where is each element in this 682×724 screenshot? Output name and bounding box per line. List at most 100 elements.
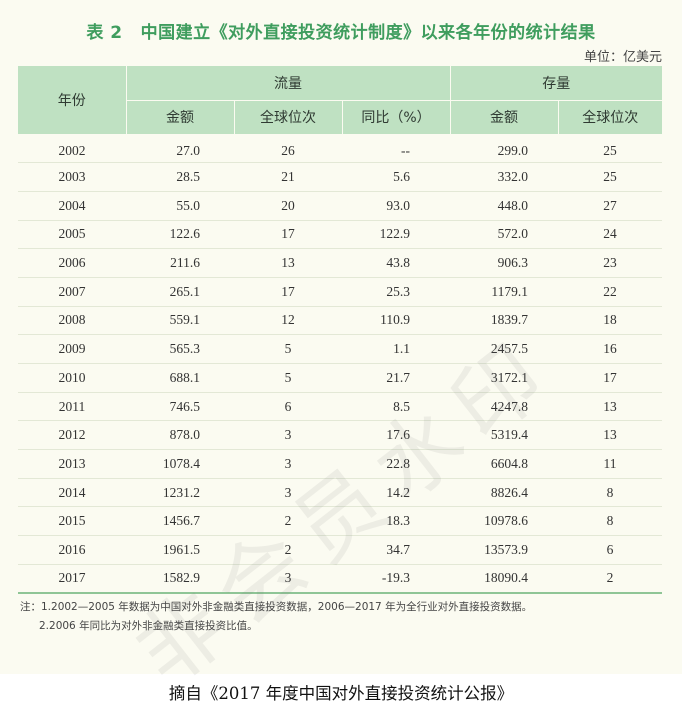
table-title-text: 中国建立《对外直接投资统计制度》以来各年份的统计结果 — [140, 23, 596, 43]
table-card: 表 2 中国建立《对外直接投资统计制度》以来各年份的统计结果 单位：亿美元 年份 … — [0, 0, 682, 705]
cell-flow-rank: 21 — [234, 162, 342, 192]
header-stock: 存量 — [450, 66, 663, 100]
cell-yoy: 1.1 — [342, 334, 451, 364]
cell-year: 2006 — [18, 248, 126, 278]
cell-stock: 2457.5 — [450, 334, 559, 364]
cell-yoy: 18.3 — [342, 506, 451, 537]
table-row: 2011 746.5 6 8.5 4247.8 13 — [18, 392, 663, 422]
cell-flow-rank: 5 — [234, 363, 342, 393]
cell-flow-rank: 3 — [234, 478, 342, 508]
cell-stock-rank: 25 — [558, 162, 663, 192]
cell-stock-rank: 6 — [558, 535, 663, 565]
cell-yoy: 14.2 — [342, 478, 451, 508]
cell-stock: 18090.4 — [450, 564, 559, 594]
cell-stock-rank: 22 — [558, 277, 663, 307]
cell-flow: 1582.9 — [126, 564, 234, 594]
cell-flow-rank: 6 — [234, 392, 342, 422]
statistics-table: 年份 流量 存量 金额 全球位次 同比（%） 金额 全球位次 2002 27.0 2… — [18, 66, 663, 594]
cell-flow: 1961.5 — [126, 535, 234, 565]
header-flow-yoy: 同比（%） — [342, 99, 451, 134]
cell-stock-rank: 23 — [558, 248, 663, 278]
cell-yoy: -19.3 — [342, 564, 451, 594]
cell-yoy: 93.0 — [342, 191, 451, 221]
cell-flow-rank: 2 — [234, 535, 342, 565]
table-notes: 注：1.2002—2005 年数据为中国对外非金融类直接投资数据，2006—20… — [20, 598, 670, 636]
cell-flow-rank: 3 — [234, 564, 342, 594]
cell-flow: 1456.7 — [126, 506, 234, 537]
cell-stock-rank: 18 — [558, 306, 663, 336]
table-row: 2014 1231.2 3 14.2 8826.4 8 — [18, 478, 663, 508]
cell-year: 2009 — [18, 334, 126, 364]
cell-flow: 1078.4 — [126, 449, 234, 479]
header-flow: 流量 — [126, 66, 451, 100]
cell-flow-rank: 13 — [234, 248, 342, 278]
cell-stock-rank: 13 — [558, 392, 663, 422]
cell-year: 2012 — [18, 420, 126, 451]
note-2: 2.2006 年同比为对外非金融类直接投资比值。 — [39, 620, 258, 632]
header-flow-rank: 全球位次 — [234, 99, 343, 134]
cell-yoy: 34.7 — [342, 535, 451, 565]
cell-flow: 122.6 — [126, 220, 234, 250]
cell-flow-rank: 3 — [234, 420, 342, 451]
cell-flow: 559.1 — [126, 306, 234, 336]
table-row: 2003 28.5 21 5.6 332.0 25 — [18, 162, 663, 192]
header-flow-amount: 金额 — [126, 99, 235, 134]
cell-year: 2007 — [18, 277, 126, 307]
cell-yoy: 25.3 — [342, 277, 451, 307]
table-row: 2015 1456.7 2 18.3 10978.6 8 — [18, 506, 663, 537]
cell-flow-rank: 17 — [234, 277, 342, 307]
table-row: 2013 1078.4 3 22.8 6604.8 11 — [18, 449, 663, 479]
cell-stock-rank: 13 — [558, 420, 663, 451]
cell-stock: 6604.8 — [450, 449, 559, 479]
cell-stock: 299.0 — [450, 134, 559, 164]
table-row: 2016 1961.5 2 34.7 13573.9 6 — [18, 535, 663, 565]
cell-stock-rank: 11 — [558, 449, 663, 479]
cell-stock-rank: 17 — [558, 363, 663, 393]
cell-flow-rank: 5 — [234, 334, 342, 364]
cell-year: 2016 — [18, 535, 126, 565]
cell-yoy: 17.6 — [342, 420, 451, 451]
cell-yoy: -- — [342, 134, 451, 164]
cell-yoy: 122.9 — [342, 220, 451, 250]
cell-stock: 906.3 — [450, 248, 559, 278]
table-row: 2009 565.3 5 1.1 2457.5 16 — [18, 334, 663, 364]
unit-label: 单位：亿美元 — [583, 50, 662, 65]
table-body: 2002 27.0 26 -- 299.0 25 2003 28.5 21 5.6 332.0 25 2… — [18, 134, 663, 594]
table-row: 2012 878.0 3 17.6 5319.4 13 — [18, 420, 663, 451]
cell-year: 2014 — [18, 478, 126, 508]
cell-yoy: 8.5 — [342, 392, 451, 422]
cell-flow: 28.5 — [126, 162, 234, 192]
table-row: 2008 559.1 12 110.9 1839.7 18 — [18, 306, 663, 336]
cell-stock: 4247.8 — [450, 392, 559, 422]
cell-year: 2013 — [18, 449, 126, 479]
header-year: 年份 — [18, 66, 127, 134]
table-row: 2010 688.1 5 21.7 3172.1 17 — [18, 363, 663, 393]
cell-stock: 572.0 — [450, 220, 559, 250]
cell-stock-rank: 8 — [558, 478, 663, 508]
cell-yoy: 21.7 — [342, 363, 451, 393]
table-row: 2006 211.6 13 43.8 906.3 23 — [18, 248, 663, 278]
cell-year: 2002 — [18, 134, 126, 164]
cell-stock: 10978.6 — [450, 506, 559, 537]
cell-year: 2011 — [18, 392, 126, 422]
cell-flow: 878.0 — [126, 420, 234, 451]
cell-flow-rank: 17 — [234, 220, 342, 250]
cell-flow-rank: 26 — [234, 134, 342, 164]
cell-year: 2003 — [18, 162, 126, 192]
cell-flow: 265.1 — [126, 277, 234, 307]
cell-stock-rank: 2 — [558, 564, 663, 594]
cell-stock-rank: 8 — [558, 506, 663, 537]
cell-flow: 1231.2 — [126, 478, 234, 508]
cell-stock-rank: 16 — [558, 334, 663, 364]
cell-flow-rank: 3 — [234, 449, 342, 479]
cell-stock: 3172.1 — [450, 363, 559, 393]
table-row: 2005 122.6 17 122.9 572.0 24 — [18, 220, 663, 250]
cell-yoy: 5.6 — [342, 162, 451, 192]
table-row: 2017 1582.9 3 -19.3 18090.4 2 — [18, 564, 663, 594]
cell-flow-rank: 12 — [234, 306, 342, 336]
table-row: 2007 265.1 17 25.3 1179.1 22 — [18, 277, 663, 307]
cell-stock: 332.0 — [450, 162, 559, 192]
header-stock-rank: 全球位次 — [558, 99, 663, 134]
table-title: 表 2 中国建立《对外直接投资统计制度》以来各年份的统计结果 — [0, 18, 682, 43]
cell-stock: 1179.1 — [450, 277, 559, 307]
